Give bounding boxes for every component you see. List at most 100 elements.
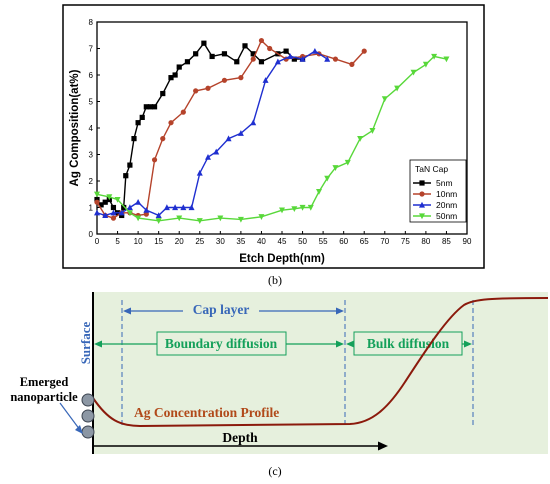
- data-point: [119, 212, 125, 219]
- data-point: [102, 199, 108, 205]
- data-point: [114, 196, 121, 203]
- chart-frame: [62, 4, 485, 269]
- x-tick-label: 20: [175, 237, 184, 246]
- x-tick-label: 75: [401, 237, 410, 246]
- data-point: [188, 204, 195, 211]
- data-point: [102, 212, 109, 219]
- diffusion-diagram: Surface Cap layer Boundary diffusion Bul…: [10, 292, 549, 454]
- data-point: [168, 120, 174, 126]
- legend-entry-50nm: 50nm: [413, 211, 457, 221]
- bulk-arrowhead-left: [346, 340, 354, 348]
- data-point: [381, 96, 388, 103]
- x-tick-label: 50: [298, 237, 307, 246]
- data-point: [361, 48, 367, 54]
- data-point: [160, 90, 166, 97]
- data-point: [172, 204, 179, 211]
- data-point: [262, 77, 269, 83]
- data-point: [180, 204, 187, 211]
- legend-marker: [419, 201, 425, 208]
- bulk-arrowhead-right: [464, 340, 472, 348]
- data-point: [209, 53, 215, 60]
- data-point: [176, 215, 183, 222]
- data-point: [180, 109, 186, 115]
- nanoparticle-2: [81, 409, 95, 423]
- legend-label: 50nm: [436, 211, 457, 221]
- legend-label: 10nm: [436, 189, 457, 199]
- x-tick-label: 35: [236, 237, 245, 246]
- legend-label: 20nm: [436, 200, 457, 210]
- x-tick-label: 65: [360, 237, 369, 246]
- data-point: [106, 194, 113, 201]
- data-point: [135, 120, 141, 126]
- data-point: [201, 40, 207, 46]
- cap-layer-label-bg: [183, 300, 259, 320]
- data-point: [394, 85, 401, 92]
- data-point: [98, 202, 104, 208]
- data-point: [237, 216, 244, 223]
- data-point: [238, 75, 244, 81]
- data-point: [143, 206, 150, 213]
- data-point: [126, 204, 133, 211]
- caption-b: (b): [268, 273, 282, 287]
- data-point: [94, 191, 100, 198]
- y-tick-label: 6: [89, 71, 94, 80]
- data-point: [443, 56, 450, 63]
- x-tick-label: 0: [95, 237, 100, 246]
- emerged-label-line1: Emerged: [20, 375, 69, 389]
- legend-box: [409, 159, 467, 223]
- series-10nm: [94, 37, 367, 221]
- data-point: [291, 206, 298, 213]
- legend-marker: [419, 213, 425, 220]
- series-line-20nm: [96, 50, 328, 217]
- boundary-label-box: [156, 331, 287, 356]
- data-point: [279, 207, 285, 214]
- series-group: [94, 37, 450, 224]
- data-point: [221, 77, 228, 83]
- data-point: [299, 55, 306, 62]
- data-point: [274, 58, 281, 65]
- data-point: [135, 215, 142, 222]
- data-point: [155, 218, 162, 224]
- data-point: [324, 175, 331, 182]
- diagram-panel: [93, 292, 548, 454]
- data-point: [193, 51, 199, 57]
- data-point: [110, 215, 117, 221]
- legend-marker: [419, 191, 425, 197]
- y-tick-label: 8: [89, 18, 94, 27]
- plot-area: 0 5 10 15 20 25 30 35 40 45 50 55 60 65 70 75 80 85 90 012…: [89, 18, 472, 246]
- cap-layer-arrowhead-right: [336, 307, 344, 315]
- data-point: [126, 210, 133, 216]
- data-point: [332, 56, 339, 62]
- data-point: [127, 162, 133, 168]
- data-point: [357, 136, 364, 142]
- data-point: [221, 51, 228, 57]
- data-point: [250, 56, 256, 62]
- data-point: [110, 209, 117, 216]
- emerged-pointer-head: [75, 425, 83, 434]
- data-point: [151, 157, 158, 163]
- data-point: [431, 53, 438, 60]
- data-point: [143, 104, 149, 110]
- y-tick-label: 4: [89, 124, 94, 133]
- depth-label: Depth: [222, 430, 258, 445]
- series-50nm: [94, 53, 450, 224]
- x-tick-label: 30: [216, 237, 225, 246]
- depth-arrowhead: [378, 441, 388, 451]
- x-ticks: 0 5 10 15 20 25 30 35 40 45 50 55 60 65 70 75 80 85 90: [95, 231, 472, 246]
- boundary-arrowhead-right: [336, 340, 344, 348]
- y-tick-label: 1: [89, 204, 94, 213]
- y-tick-label: 2: [89, 177, 94, 186]
- x-tick-label: 15: [154, 237, 163, 246]
- data-point: [213, 148, 220, 155]
- y-tick-label: 0: [89, 230, 94, 239]
- data-point: [143, 211, 149, 217]
- data-point: [287, 53, 294, 60]
- data-point: [139, 114, 145, 120]
- x-tick-label: 10: [134, 237, 143, 246]
- bulk-label: Bulk diffusion: [367, 336, 450, 351]
- x-axis-label: Etch Depth(nm): [239, 253, 325, 265]
- x-tick-label: 5: [115, 237, 120, 246]
- data-point: [94, 199, 100, 205]
